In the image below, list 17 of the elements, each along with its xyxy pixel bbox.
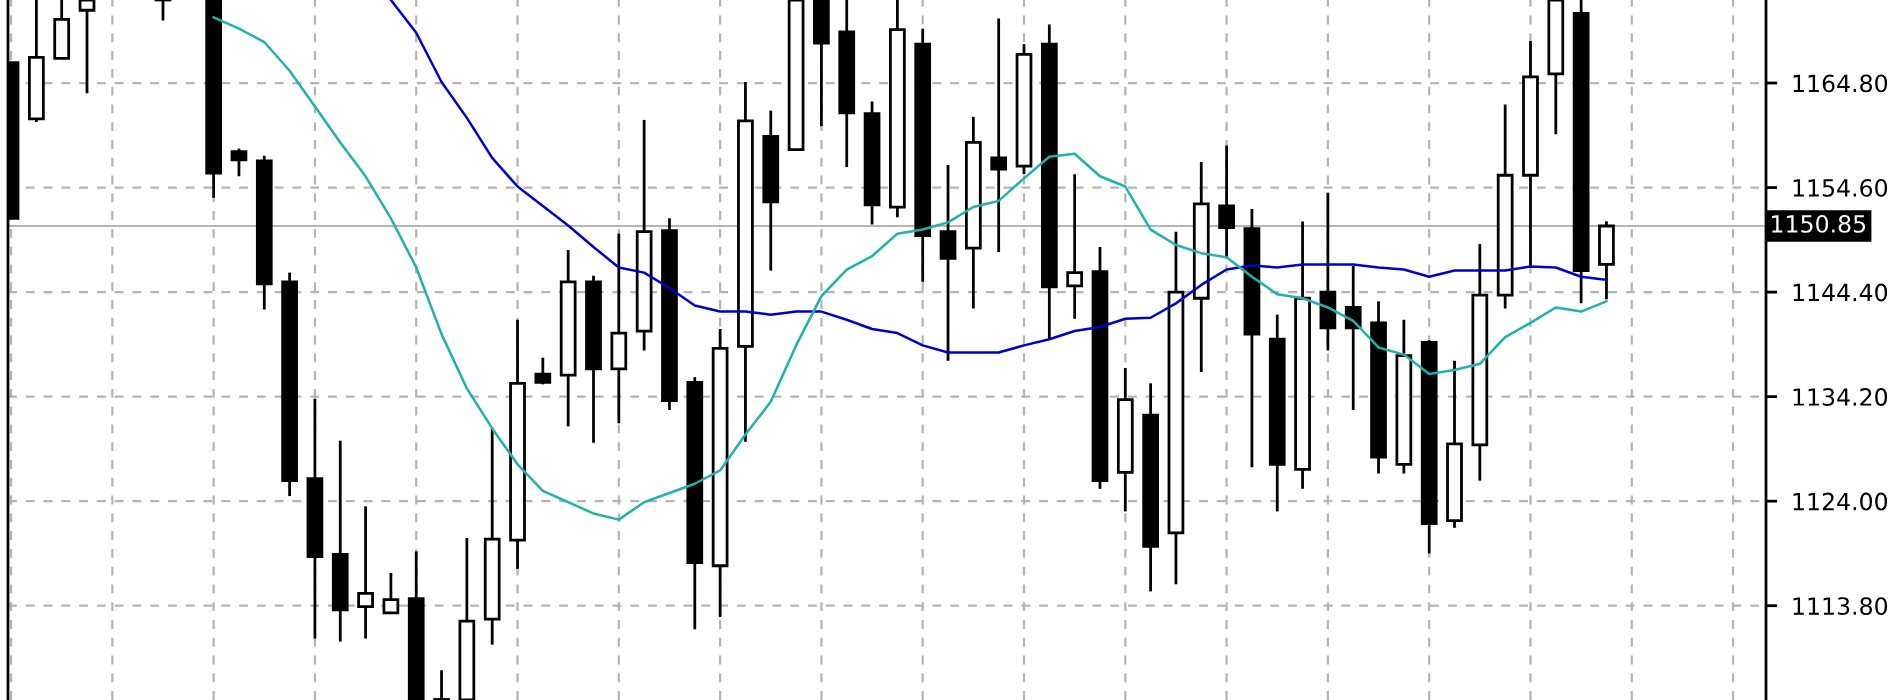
line-series bbox=[212, 16, 1608, 521]
ref-line-label: 1150.85 bbox=[1772, 214, 1866, 233]
candlestick bbox=[230, 147, 248, 178]
candlestick bbox=[990, 17, 1008, 254]
y-tick-label: 1124.00 bbox=[1793, 492, 1888, 511]
candlestick bbox=[357, 504, 374, 640]
y-tick-label: 1154.60 bbox=[1793, 179, 1888, 197]
line-series bbox=[389, 0, 1608, 354]
y-tick-label: 1164.80 bbox=[1793, 74, 1888, 93]
candlestick bbox=[78, 0, 96, 95]
candlestick bbox=[534, 356, 552, 386]
y-tick-label: 1113.80 bbox=[1793, 597, 1888, 616]
candlestick bbox=[433, 668, 450, 700]
y-tick-label: 1134.20 bbox=[1793, 388, 1888, 406]
y-tick-label: 1144.40 bbox=[1793, 283, 1888, 302]
candlestick bbox=[1066, 172, 1084, 321]
candlestick bbox=[382, 571, 400, 615]
